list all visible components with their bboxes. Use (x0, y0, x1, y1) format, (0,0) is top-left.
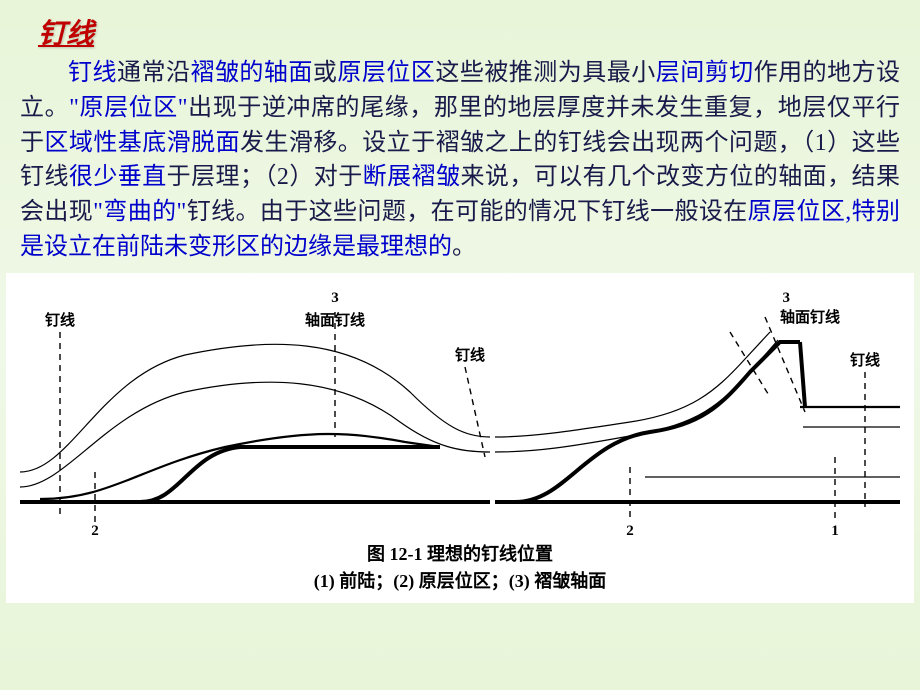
txt: 通常沿 (117, 60, 190, 86)
label-pinline-right: 钉线 (850, 351, 880, 369)
txt: 或 (313, 60, 338, 86)
left-ramp (140, 447, 440, 502)
hl-orig-layer: 原层位区 (337, 60, 435, 86)
right-axial-dashed-2 (765, 317, 805, 412)
page-title: 钉线 (38, 12, 900, 52)
hl-orig-layer-q: "原层位区" (69, 95, 187, 121)
main-paragraph: 钉线通常沿褶皱的轴面或原层位区这些被推测为具最小层间剪切作用的地方设立。"原层位… (20, 56, 900, 265)
diagram-svg: 钉线 3 轴面钉线 2 钉线 3 轴面钉线 钉线 2 1 (10, 277, 910, 537)
label-3-left: 3 (331, 290, 339, 306)
label-pinline-left: 钉线 (45, 311, 75, 329)
label-3-right: 3 (783, 290, 791, 306)
txt: 于层理；（2）对于 (167, 164, 363, 190)
hl-interlayer-shear: 层间剪切 (656, 60, 754, 86)
hl-rarely-vertical: 很少垂直 (69, 164, 167, 190)
caption-line-2: (1) 前陆；(2) 原层位区；(3) 褶皱轴面 (10, 568, 910, 595)
mid-pinline-dashed (465, 367, 485, 457)
label-axial-left: 轴面钉线 (305, 311, 365, 329)
left-upper-bed (20, 344, 490, 472)
hl-fold-axial: 褶皱的轴面 (190, 60, 312, 86)
label-2-left: 2 (91, 523, 99, 537)
label-2-mid: 2 (626, 523, 634, 537)
hl-regional-detachment: 区域性基底滑脱面 (44, 130, 240, 156)
right-upper-fault (800, 342, 805, 407)
txt: 钉线。由于这些问题，在可能的情况下钉线一般设在 (186, 199, 747, 225)
txt: 这些被推测为具最小 (435, 60, 655, 86)
left-mid-bed (20, 382, 490, 487)
txt: 。 (452, 234, 476, 260)
right-ramp (515, 342, 800, 502)
hl-curved: "弯曲的" (93, 199, 186, 225)
label-1-right: 1 (831, 523, 839, 537)
figure-caption: 图 12-1 理想的钉线位置 (1) 前陆；(2) 原层位区；(3) 褶皱轴面 (10, 541, 910, 595)
hl-pinline: 钉线 (68, 60, 117, 86)
right-hw-upper (495, 332, 770, 437)
caption-line-1: 图 12-1 理想的钉线位置 (10, 541, 910, 568)
label-axial-right: 轴面钉线 (780, 308, 840, 326)
left-med-bed (40, 434, 440, 499)
figure-12-1: 钉线 3 轴面钉线 2 钉线 3 轴面钉线 钉线 2 1 图 12-1 理想的钉… (6, 273, 914, 603)
hl-fault-prop-fold: 断展褶皱 (363, 164, 461, 190)
label-pinline-mid: 钉线 (455, 346, 485, 364)
